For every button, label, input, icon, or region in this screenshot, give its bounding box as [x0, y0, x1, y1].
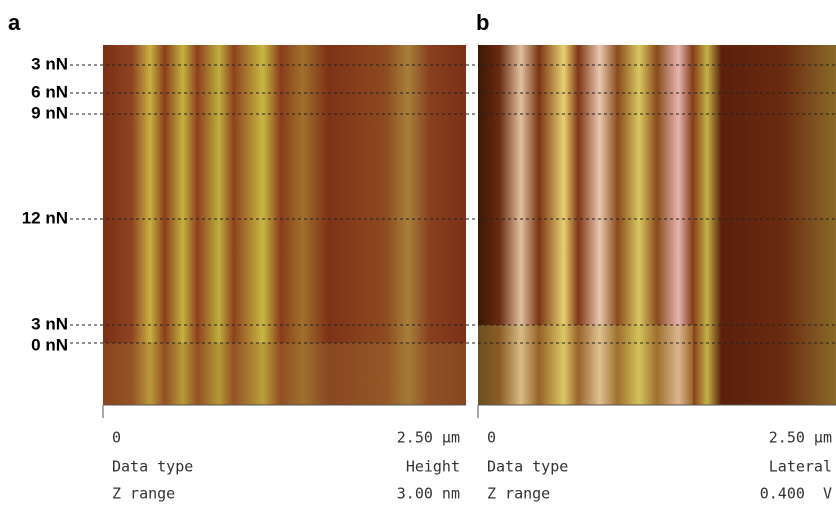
field-value: 3.00 nm [397, 485, 460, 503]
field-value: Lateral [769, 458, 832, 476]
x-start: 0 [487, 429, 496, 447]
scale-bar [102, 404, 836, 418]
field-label: Data type [112, 458, 193, 476]
field-label: Z range [112, 485, 175, 503]
panel-label: b [476, 10, 489, 35]
field-value: 0.400 V [760, 485, 832, 503]
x-end: 2.50 µm [769, 429, 832, 447]
force-label: 6 nN [31, 82, 68, 101]
force-label: 12 nN [22, 208, 68, 227]
image-band [478, 325, 693, 405]
force-label: 3 nN [31, 314, 68, 333]
field-value: Height [406, 458, 460, 476]
afm-image-height [103, 45, 466, 405]
x-end: 2.50 µm [397, 429, 460, 447]
x-start: 0 [112, 429, 121, 447]
force-markers: 3 nN 6 nN 9 nN 12 nN 3 nN 0 nN [22, 54, 836, 354]
field-label: Z range [487, 485, 550, 503]
force-label: 0 nN [31, 335, 68, 354]
force-label: 9 nN [31, 103, 68, 122]
force-label: 3 nN [31, 54, 68, 73]
afm-image-lateral [478, 45, 836, 405]
image-band [103, 343, 466, 405]
field-label: Data type [487, 458, 568, 476]
panel-label: a [8, 10, 21, 35]
